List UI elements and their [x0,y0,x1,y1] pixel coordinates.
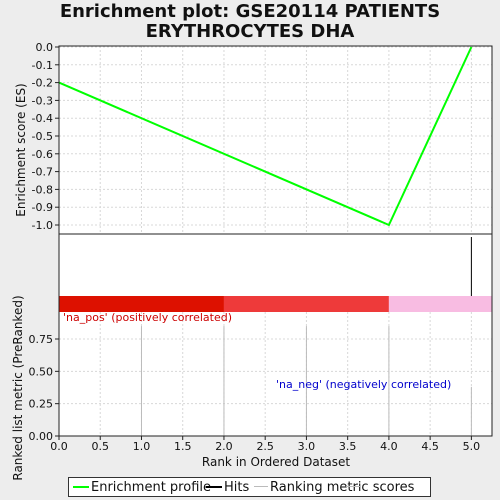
x-tick-label: 1.5 [174,440,192,453]
es-panel-background [59,46,492,234]
es-y-tick-label: 0.0 [36,41,54,54]
na-neg-annotation: 'na_neg' (negatively correlated) [276,378,451,391]
x-tick-label: 0.0 [50,440,68,453]
x-tick-label: 2.5 [256,440,274,453]
rank-y-tick-label: 0.75 [29,333,54,346]
x-tick-label: 4.0 [380,440,398,453]
x-tick-label: 1.0 [133,440,151,453]
es-y-tick-label: -0.2 [32,77,53,90]
heatmap-segment [388,296,492,312]
es-y-tick-label: -0.1 [32,59,53,72]
legend: Enrichment profile Hits Ranking metric s… [68,477,431,497]
es-y-tick-label: -0.3 [32,94,53,107]
legend-label-hits: Hits [224,480,250,495]
es-y-tick-label: -1.0 [32,219,53,232]
legend-label-enrichment-profile: Enrichment profile [91,480,211,495]
heatmap-segment [223,296,389,312]
rank-panel-background [59,234,492,436]
es-y-tick-label: -0.7 [32,166,53,179]
chart-title-line-2: ERYTHROCYTES DHA [145,21,355,42]
rank-axis-label: Ranked list metric (PreRanked) [11,295,25,480]
legend-label-ranking-metric-scores: Ranking metric scores [270,480,415,495]
x-tick-label: 2.0 [215,440,233,453]
es-axis-label: Enrichment score (ES) [14,83,28,216]
x-tick-label: 5.0 [463,440,481,453]
es-y-tick-label: -0.6 [32,148,53,161]
x-tick-label: 3.5 [339,440,357,453]
rank-y-tick-label: 0.50 [29,365,54,378]
es-y-tick-label: -0.9 [32,201,53,214]
legend-swatch-ranking-metric-scores [254,486,268,487]
legend-swatch-hits [206,486,222,488]
heatmap-segment [59,296,224,312]
enrichment-profile-line [58,46,473,227]
na-pos-annotation: 'na_pos' (positively correlated) [63,311,232,324]
x-tick-label: 3.0 [298,440,316,453]
chart-title-line-1: Enrichment plot: GSE20114 PATIENTS [59,1,441,22]
legend-swatch-enrichment-profile [73,486,89,488]
x-tick-label: 0.5 [91,440,109,453]
rank-y-tick-label: 0.00 [29,430,54,443]
rank-panel-frame [58,233,493,437]
es-y-tick-label: -0.5 [32,130,53,143]
chart-title: Enrichment plot: GSE20114 PATIENTS ERYTH… [0,2,500,42]
es-y-tick-label: -0.8 [32,183,53,196]
x-tick-label: 4.5 [421,440,439,453]
legend-swatch-ranking-metric-scores-2 [346,486,360,487]
es-y-tick-label: -0.4 [32,112,53,125]
x-axis-label: Rank in Ordered Dataset [202,455,350,469]
rank-y-tick-label: 0.25 [29,398,54,411]
